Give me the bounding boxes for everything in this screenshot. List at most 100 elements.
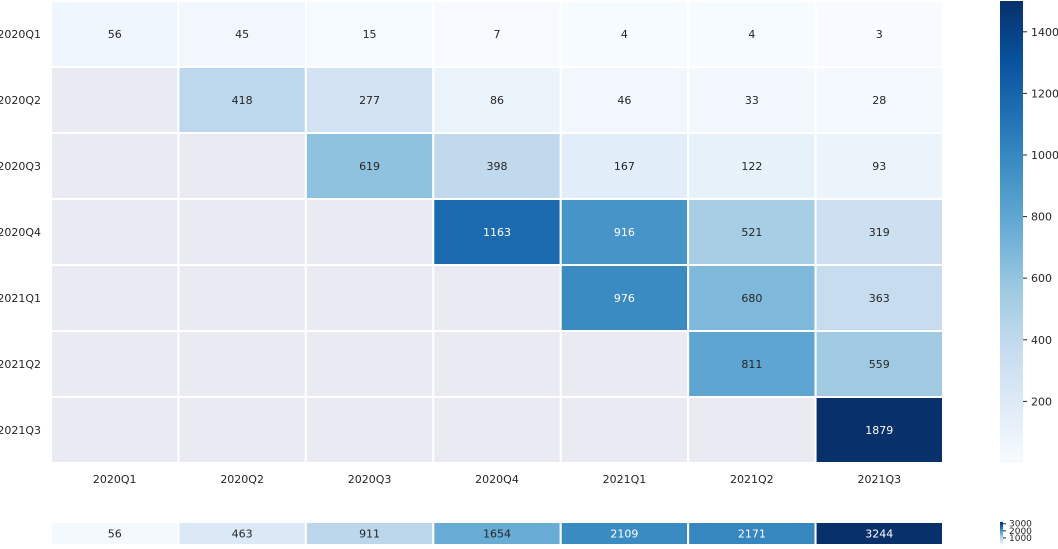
heatmap-cell-empty bbox=[304, 330, 435, 398]
cell-value-label: 811 bbox=[741, 358, 762, 371]
cell-value-label: 33 bbox=[745, 94, 759, 107]
heatmap-cell-empty bbox=[432, 264, 562, 332]
cell-value-label: 319 bbox=[869, 226, 890, 239]
heatmap-cell bbox=[814, 198, 944, 266]
heatmap-cell bbox=[814, 330, 944, 398]
y-tick-label: 2021Q3 bbox=[0, 424, 41, 437]
x-tick-label: 2021Q2 bbox=[730, 473, 774, 486]
cell-value-label: 4 bbox=[748, 28, 755, 41]
y-tick-label: 2020Q1 bbox=[0, 28, 41, 41]
colorbar-tick-label: 800 bbox=[1031, 211, 1052, 224]
total-value-label: 2109 bbox=[610, 528, 638, 541]
cell-value-label: 167 bbox=[614, 160, 635, 173]
heatmap-cell-empty bbox=[50, 330, 180, 398]
heatmap-cell bbox=[814, 132, 944, 200]
cell-value-label: 46 bbox=[617, 94, 631, 107]
heatmap-cell bbox=[304, 132, 435, 200]
colorbar-tick-label: 1400 bbox=[1031, 26, 1058, 39]
heatmap-cell-empty bbox=[687, 396, 817, 464]
total-heatmap: 56 463 911 1654 2109 2171 3244 bbox=[50, 521, 944, 546]
heatmap-cell bbox=[432, 66, 562, 134]
y-tick-label: 2021Q1 bbox=[0, 292, 41, 305]
heatmap-cell-empty bbox=[177, 396, 307, 464]
heatmap-cell-empty bbox=[177, 330, 307, 398]
x-tick-label: 2021Q1 bbox=[603, 473, 647, 486]
heatmap-cell-empty bbox=[50, 66, 180, 134]
cell-value-label: 28 bbox=[872, 94, 886, 107]
y-tick-label: 2020Q4 bbox=[0, 226, 41, 239]
cell-value-label: 398 bbox=[487, 160, 508, 173]
colorbar-tick-label: 200 bbox=[1031, 395, 1052, 408]
x-tick-label: 2020Q3 bbox=[348, 473, 392, 486]
heatmap-cell bbox=[687, 0, 817, 68]
heatmap-cell-empty bbox=[559, 396, 690, 464]
heatmap-cell-empty bbox=[432, 396, 562, 464]
cell-value-label: 916 bbox=[614, 226, 635, 239]
total-colorbar-tick-label: 2000 bbox=[1009, 527, 1032, 537]
heatmap-cell bbox=[687, 132, 817, 200]
main-y-axis: 2020Q1 2020Q2 2020Q3 2020Q4 2021Q1 2021Q2 2021… bbox=[0, 28, 41, 437]
heatmap-cell-empty bbox=[177, 132, 307, 200]
y-tick-label: 2020Q3 bbox=[0, 160, 41, 173]
cell-value-label: 1879 bbox=[865, 424, 893, 437]
colorbar-gradient bbox=[1000, 1, 1023, 463]
heatmap-cell bbox=[50, 0, 180, 68]
heatmap-cell-empty bbox=[177, 198, 307, 266]
cell-value-label: 277 bbox=[359, 94, 380, 107]
cell-value-label: 363 bbox=[869, 292, 890, 305]
x-tick-label: 2021Q3 bbox=[857, 473, 901, 486]
heatmap-cell-empty bbox=[50, 396, 180, 464]
heatmap-cell-empty bbox=[559, 330, 690, 398]
main-x-axis: 2020Q1 2020Q2 2020Q3 2020Q4 2021Q1 2021Q2 2021… bbox=[93, 473, 901, 486]
total-value-label: 3244 bbox=[865, 528, 893, 541]
colorbar-tick-label: 1000 bbox=[1031, 149, 1058, 162]
heatmap-cell-empty bbox=[50, 132, 180, 200]
heatmap-cell bbox=[687, 66, 817, 134]
x-tick-label: 2020Q2 bbox=[220, 473, 264, 486]
total-value-label: 2171 bbox=[738, 528, 766, 541]
total-value-label: 463 bbox=[232, 528, 253, 541]
cell-value-label: 418 bbox=[232, 94, 253, 107]
x-tick-label: 2020Q4 bbox=[475, 473, 519, 486]
y-tick-label: 2021Q2 bbox=[0, 358, 41, 371]
total-value-label: 1654 bbox=[483, 528, 511, 541]
cell-value-label: 521 bbox=[741, 226, 762, 239]
heatmap-cell bbox=[814, 396, 944, 464]
colorbar-tick-label: 400 bbox=[1031, 334, 1052, 347]
cell-value-label: 45 bbox=[235, 28, 249, 41]
total-value-label: 911 bbox=[359, 528, 380, 541]
heatmap-cell-empty bbox=[304, 264, 435, 332]
heatmap-cell-empty bbox=[304, 396, 435, 464]
total-colorbar-tick-label: 1000 bbox=[1009, 534, 1032, 544]
heatmap-cell-empty bbox=[50, 198, 180, 266]
heatmap-cell-empty bbox=[304, 198, 435, 266]
heatmap-cell bbox=[559, 198, 690, 266]
cell-value-label: 15 bbox=[363, 28, 377, 41]
heatmap-cell bbox=[177, 66, 307, 134]
heatmap-cell-empty bbox=[50, 264, 180, 332]
cell-value-label: 3 bbox=[876, 28, 883, 41]
cell-value-label: 976 bbox=[614, 292, 635, 305]
cell-value-label: 56 bbox=[108, 28, 122, 41]
heatmap-cell-empty bbox=[432, 330, 562, 398]
colorbar-tick-label: 600 bbox=[1031, 272, 1052, 285]
heatmap-cell bbox=[559, 132, 690, 200]
cell-value-label: 619 bbox=[359, 160, 380, 173]
cell-value-label: 86 bbox=[490, 94, 504, 107]
total-colorbar-tick-label: 3000 bbox=[1009, 520, 1032, 530]
heatmap-cell bbox=[559, 264, 690, 332]
total-cell bbox=[814, 521, 944, 546]
cell-value-label: 93 bbox=[872, 160, 886, 173]
heatmap-cell-empty bbox=[177, 264, 307, 332]
main-colorbar: 200 400 600 800 1000 1200 1400 bbox=[1000, 1, 1058, 463]
heatmap-cell bbox=[177, 0, 307, 68]
main-heatmap: 56 45 15 7 4 4 3 418 277 86 46 33 28 619 398 167 122 93 11… bbox=[50, 0, 944, 464]
colorbar-tick-label: 1200 bbox=[1031, 87, 1058, 100]
x-tick-label: 2020Q1 bbox=[93, 473, 137, 486]
heatmap-cell bbox=[432, 198, 562, 266]
cell-value-label: 559 bbox=[869, 358, 890, 371]
heatmap-cell bbox=[687, 198, 817, 266]
cell-value-label: 7 bbox=[494, 28, 501, 41]
